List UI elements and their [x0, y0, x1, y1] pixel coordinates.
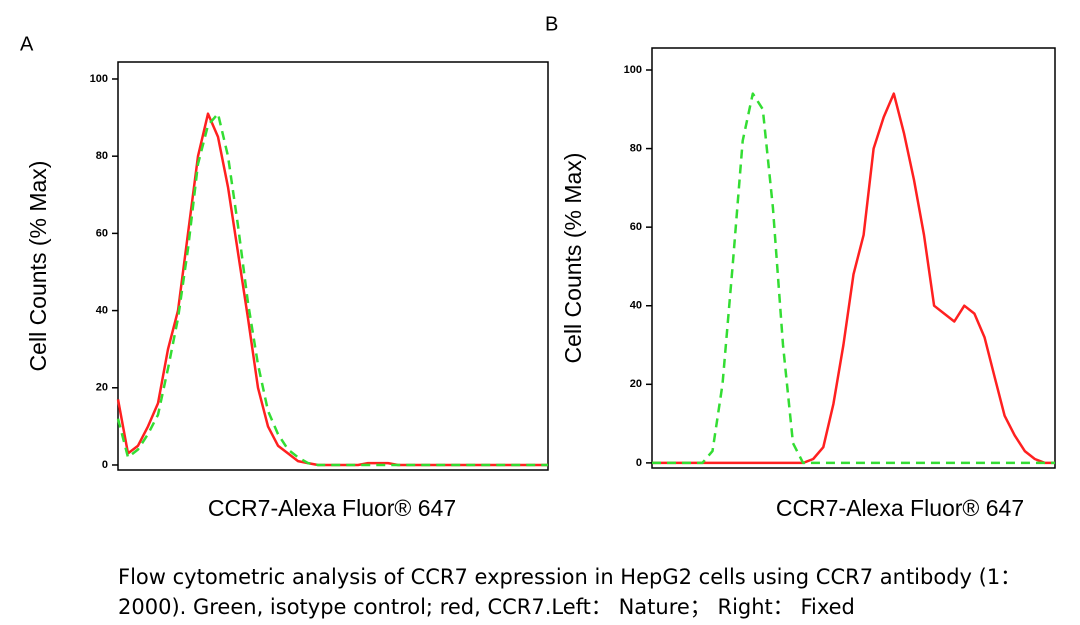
y-tick-label: 0 — [636, 457, 642, 469]
y-tick-label: 40 — [630, 300, 642, 312]
y-axis-label: Cell Counts (% Max) — [560, 153, 586, 364]
plot-frame — [651, 47, 1056, 469]
y-tick-label: 0 — [102, 459, 108, 471]
y-axis-label: Cell Counts (% Max) — [25, 161, 51, 372]
series-line — [652, 92, 1055, 465]
y-tick-label: 100 — [90, 73, 108, 85]
y-tick-label: 20 — [96, 382, 108, 394]
y-tick-label: 100 — [624, 64, 642, 76]
caption: Flow cytometric analysis of CCR7 express… — [118, 565, 1022, 619]
y-tick-label: 40 — [96, 304, 108, 316]
y-tick-label: 80 — [630, 142, 642, 154]
panel-label: B — [545, 13, 558, 35]
panel-label: A — [20, 33, 34, 55]
y-tick-label: 60 — [96, 227, 108, 239]
series-line — [116, 112, 548, 467]
series-line — [116, 112, 548, 467]
y-tick-label: 20 — [630, 378, 642, 390]
plot-frame — [117, 61, 549, 471]
x-axis-label: CCR7-Alexa Fluor® 647 — [776, 495, 1024, 521]
y-tick-label: 80 — [96, 150, 108, 162]
series-line — [652, 92, 1055, 465]
x-axis-label: CCR7-Alexa Fluor® 647 — [208, 495, 456, 521]
chart: 0 20 40 60 80 100 A Cell Counts (% Max) CCR7-Ale… — [20, 13, 1056, 521]
y-tick-label: 60 — [630, 221, 642, 233]
